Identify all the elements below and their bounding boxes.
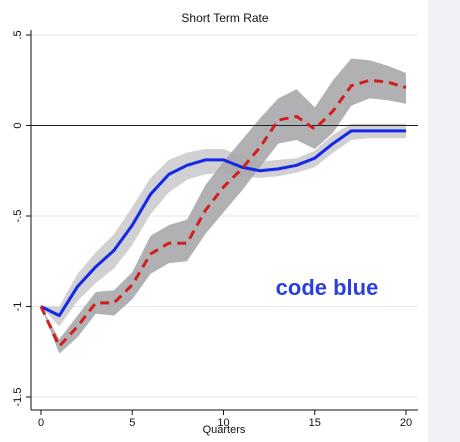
y-tick-label: 0 — [12, 122, 24, 128]
x-tick-label: 15 — [309, 417, 321, 429]
series-line-2 — [39, 78, 407, 348]
y-tick-label: -1.5 — [12, 388, 24, 407]
chart-title: Short Term Rate — [181, 11, 268, 25]
x-tick-label: 10 — [217, 417, 229, 429]
side-panel — [428, 0, 460, 442]
confidence-bands — [41, 58, 406, 354]
x-tick-label: 20 — [400, 417, 412, 429]
x-axis-title: Quarters — [203, 424, 246, 436]
y-tick-label: -1 — [12, 302, 24, 312]
annotation-code-blue: code blue — [276, 275, 379, 300]
series-line-1 — [40, 129, 406, 318]
x-tick-label: 0 — [38, 417, 44, 429]
x-tick-label: 5 — [129, 417, 135, 429]
band-series-2 — [41, 58, 406, 354]
series-lines — [39, 78, 407, 348]
y-tick-label: -.5 — [12, 210, 24, 223]
axes: -1.5 -1 -.5 0 .5 0 5 10 15 20 — [12, 30, 418, 429]
y-tick-label: .5 — [12, 30, 24, 39]
